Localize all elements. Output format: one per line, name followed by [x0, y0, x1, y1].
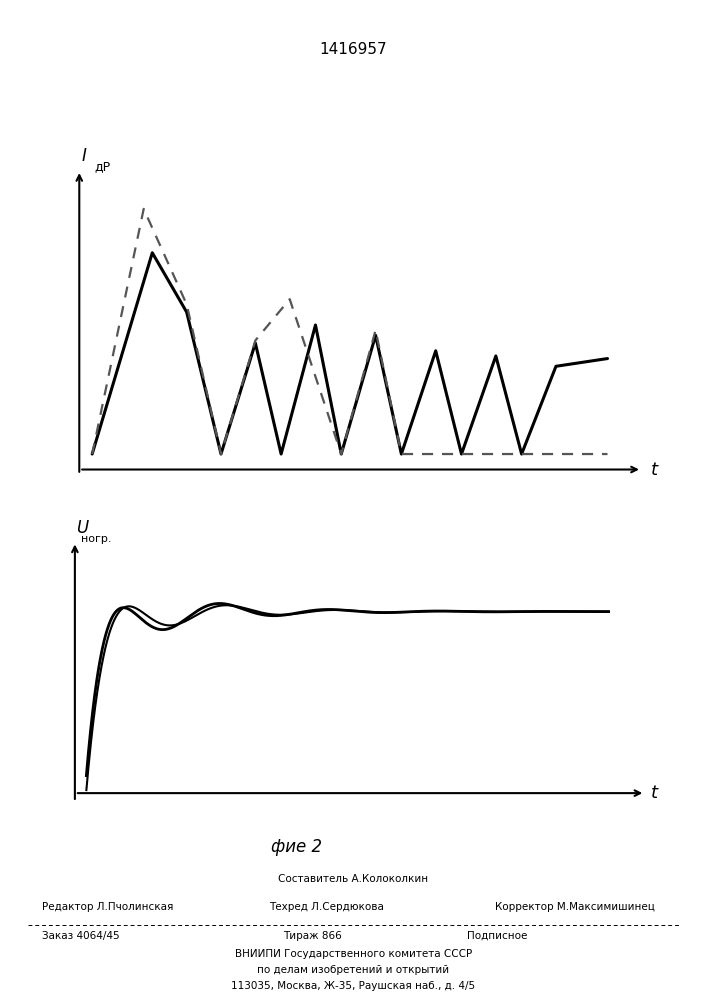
Text: Составитель А.Колоколкин: Составитель А.Колоколкин: [279, 874, 428, 884]
Text: Корректор М.Максимишинец: Корректор М.Максимишинец: [495, 902, 655, 912]
Text: 1416957: 1416957: [320, 42, 387, 57]
Text: по делам изобретений и открытий: по делам изобретений и открытий: [257, 965, 450, 975]
Text: Подписное: Подписное: [467, 931, 527, 941]
Text: $t$: $t$: [650, 461, 660, 479]
Text: фие 2: фие 2: [271, 838, 322, 856]
Text: Редактор Л.Пчолинская: Редактор Л.Пчолинская: [42, 902, 174, 912]
Text: $t$: $t$: [650, 784, 660, 802]
Text: Тираж 866: Тираж 866: [283, 931, 341, 941]
Text: ВНИИПИ Государственного комитета СССР: ВНИИПИ Государственного комитета СССР: [235, 949, 472, 959]
Text: $I$: $I$: [81, 147, 88, 165]
Text: Заказ 4064/45: Заказ 4064/45: [42, 931, 120, 941]
Text: дР: дР: [94, 160, 110, 173]
Text: ногр.: ногр.: [81, 534, 112, 544]
Text: 113035, Москва, Ж-35, Раушская наб., д. 4/5: 113035, Москва, Ж-35, Раушская наб., д. …: [231, 981, 476, 991]
Text: Техред Л.Сердюкова: Техред Л.Сердюкова: [269, 902, 383, 912]
Text: $U$: $U$: [76, 519, 90, 537]
